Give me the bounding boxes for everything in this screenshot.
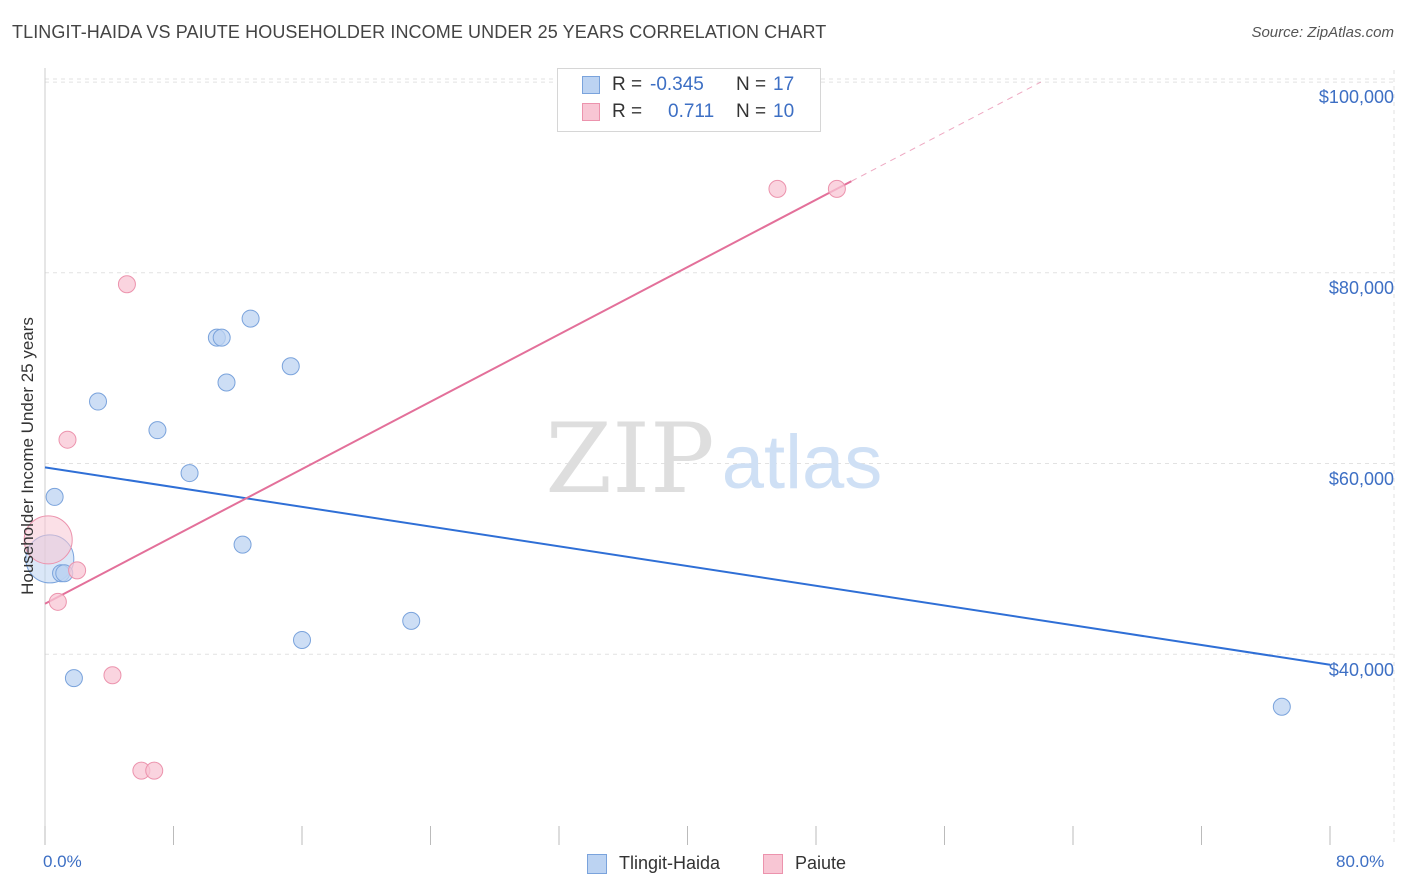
legend-n-value: 17 bbox=[773, 74, 795, 95]
grid-lines bbox=[45, 70, 1395, 845]
point-paiute bbox=[117, 275, 136, 294]
point-tlingit bbox=[233, 535, 252, 554]
legend-n-label: N = bbox=[736, 74, 767, 95]
y-axis-label: Householder Income Under 25 years bbox=[18, 317, 37, 595]
legend-swatch-tlingit bbox=[582, 76, 600, 94]
bottom-legend-label-paiute: Paiute bbox=[795, 853, 847, 873]
point-paiute bbox=[23, 515, 73, 565]
point-tlingit bbox=[293, 630, 311, 649]
y-tick-label-60000: $60,000 bbox=[1328, 469, 1394, 489]
point-paiute bbox=[68, 561, 87, 580]
point-tlingit bbox=[64, 669, 83, 688]
watermark-atlas: atlas bbox=[722, 420, 883, 505]
point-tlingit bbox=[217, 373, 236, 392]
point-tlingit bbox=[148, 421, 167, 440]
point-tlingit bbox=[212, 328, 231, 347]
chart-title: TLINGIT-HAIDA VS PAIUTE HOUSEHOLDER INCO… bbox=[12, 22, 827, 42]
source-credit: Source: ZipAtlas.com bbox=[1251, 24, 1394, 41]
trend-lines bbox=[44, 81, 1331, 666]
point-tlingit bbox=[89, 392, 108, 411]
point-paiute bbox=[58, 430, 77, 449]
data-points bbox=[23, 179, 1291, 780]
trend-line-paiute-extension bbox=[851, 81, 1042, 182]
point-tlingit bbox=[281, 357, 300, 376]
stats-legend: R = -0.345 N = 17 R = 0.711 N = 10 bbox=[557, 68, 821, 132]
point-paiute bbox=[827, 179, 846, 198]
point-paiute bbox=[768, 179, 787, 198]
point-tlingit bbox=[1272, 697, 1291, 716]
watermark: ZIP atlas bbox=[545, 403, 882, 515]
legend-swatch-paiute bbox=[582, 103, 600, 121]
y-tick-label-100000: $100,000 bbox=[1318, 87, 1394, 107]
legend-r-value: 0.711 bbox=[668, 101, 715, 122]
legend-r-value: -0.345 bbox=[650, 74, 704, 95]
point-tlingit bbox=[402, 611, 421, 630]
y-tick-label-40000: $40,000 bbox=[1328, 660, 1394, 680]
point-tlingit bbox=[45, 487, 64, 506]
trend-line-paiute bbox=[44, 180, 852, 605]
bottom-legend-swatch-tlingit bbox=[587, 854, 607, 874]
y-tick-label-80000: $80,000 bbox=[1328, 278, 1394, 298]
point-paiute bbox=[48, 592, 67, 611]
legend-n-label: N = bbox=[736, 101, 767, 122]
watermark-zip: ZIP bbox=[545, 403, 714, 515]
legend-r-label: R = bbox=[612, 101, 643, 122]
axis-lines bbox=[44, 68, 1331, 845]
bottom-legend-label-tlingit: Tlingit-Haida bbox=[619, 853, 721, 873]
legend-r-label: R = bbox=[612, 74, 643, 95]
x-tick-label-min: 0.0% bbox=[43, 852, 82, 871]
trend-line-tlingit bbox=[44, 466, 1331, 666]
point-paiute bbox=[103, 666, 122, 685]
legend-n-value: 10 bbox=[773, 101, 795, 122]
point-tlingit bbox=[241, 309, 260, 328]
bottom-legend-swatch-paiute bbox=[763, 854, 783, 874]
x-tick-label-max: 80.0% bbox=[1336, 852, 1385, 871]
point-paiute bbox=[145, 761, 164, 780]
point-tlingit bbox=[180, 464, 199, 483]
